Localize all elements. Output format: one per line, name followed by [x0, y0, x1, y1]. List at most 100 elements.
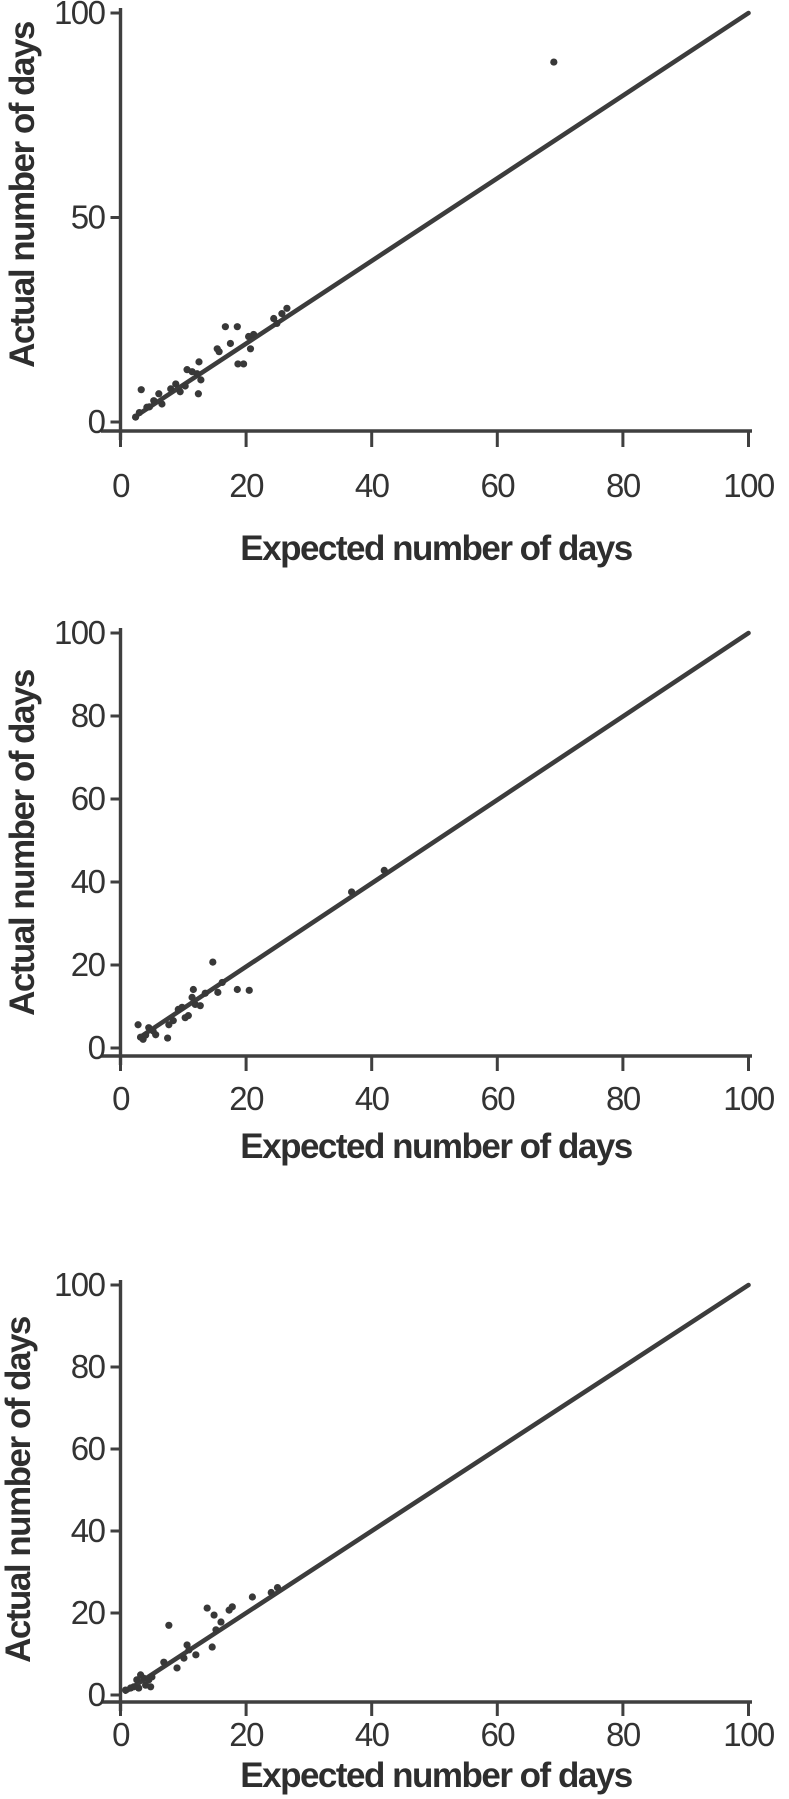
y-tick-label: 0 — [88, 403, 106, 440]
data-point — [193, 370, 201, 378]
x-tick-label: 20 — [229, 1716, 264, 1753]
data-point — [173, 1664, 181, 1672]
x-tick-label: 100 — [723, 467, 775, 504]
x-tick-label: 60 — [480, 1080, 515, 1117]
y-tick-label: 20 — [71, 946, 106, 983]
data-point — [145, 403, 153, 411]
data-point — [133, 1676, 141, 1684]
data-point — [245, 986, 253, 994]
plot-area: 0 20 40 60 80 100 0 20 40 60 80 100 — [54, 1266, 776, 1753]
scatter-chart-middle: 0 20 40 60 80 100 0 20 40 60 80 100 Actual number o… — [0, 575, 789, 1170]
data-point — [169, 1017, 177, 1025]
x-tick-label: 80 — [606, 1080, 641, 1117]
x-tick-label: 60 — [480, 1716, 515, 1753]
x-tick-label: 20 — [229, 1080, 264, 1117]
data-point — [184, 1012, 192, 1020]
scatter-chart-bottom: 0 20 40 60 80 100 0 20 40 60 80 100 Actual number o… — [0, 1170, 789, 1799]
data-point — [152, 1031, 160, 1039]
data-point — [348, 888, 356, 896]
x-tick-label: 40 — [355, 1716, 390, 1753]
data-point — [228, 1603, 236, 1611]
data-point — [155, 390, 163, 398]
x-tick-label: 40 — [355, 1080, 390, 1117]
data-point — [283, 304, 291, 312]
data-point — [148, 1673, 156, 1681]
data-point — [234, 360, 242, 368]
data-point — [134, 1021, 142, 1029]
y-tick-label: 20 — [71, 1594, 106, 1631]
data-point — [380, 866, 388, 874]
data-point — [167, 385, 175, 393]
data-point — [196, 1002, 204, 1010]
y-tick-label: 100 — [54, 614, 106, 651]
data-point — [147, 1683, 155, 1691]
y-tick-label: 40 — [71, 1512, 106, 1549]
data-point — [273, 319, 281, 328]
data-point — [210, 1611, 218, 1619]
y-tick-label: 100 — [54, 0, 106, 31]
data-point — [550, 58, 558, 66]
data-point — [176, 388, 184, 396]
y-axis-title: Actual number of days — [3, 669, 42, 1016]
y-tick-label: 40 — [71, 863, 106, 900]
data-point — [185, 1646, 193, 1654]
data-point — [188, 993, 196, 1001]
y-tick-label: 50 — [71, 199, 106, 236]
identity-line — [134, 10, 751, 418]
data-point — [189, 985, 197, 994]
scatter-chart-bottom-canvas: 0 20 40 60 80 100 0 20 40 60 80 100 Actual number o… — [0, 1266, 776, 1795]
x-axis-title: Expected number of days — [240, 1127, 632, 1166]
data-point — [278, 310, 286, 318]
data-point — [248, 1593, 256, 1601]
data-point — [160, 1658, 168, 1666]
x-tick-label: 60 — [480, 467, 515, 504]
y-tick-label: 60 — [71, 1430, 106, 1467]
data-point — [197, 376, 205, 384]
data-point — [192, 1651, 200, 1659]
scatter-chart-top-canvas: 0 20 40 60 80 100 0 50 100 Actual number of days… — [3, 0, 776, 568]
data-point — [201, 989, 209, 997]
data-point — [267, 1588, 275, 1597]
x-axis-title: Expected number of days — [240, 1756, 632, 1795]
data-point — [273, 1583, 282, 1592]
y-tick-label: 0 — [88, 1676, 106, 1713]
data-point — [214, 988, 222, 996]
x-tick-label: 40 — [355, 467, 390, 504]
x-tick-label: 0 — [112, 467, 130, 504]
data-point — [137, 386, 145, 394]
x-tick-label: 100 — [723, 1716, 775, 1753]
x-tick-label: 100 — [723, 1080, 775, 1117]
data-point — [150, 397, 158, 405]
y-tick-label: 80 — [71, 1348, 106, 1385]
identity-line — [137, 630, 751, 1040]
data-point — [250, 330, 258, 339]
data-point — [215, 348, 223, 356]
x-tick-label: 0 — [112, 1716, 130, 1753]
data-point — [135, 408, 143, 417]
plot-area: 0 20 40 60 80 100 0 50 100 — [54, 0, 776, 504]
data-point — [239, 360, 248, 368]
data-point — [135, 1684, 143, 1692]
scatter-chart-middle-canvas: 0 20 40 60 80 100 0 20 40 60 80 100 Actual number o… — [3, 614, 776, 1166]
y-tick-label: 80 — [71, 697, 106, 734]
data-point — [212, 1626, 220, 1634]
data-point — [180, 1654, 188, 1662]
data-point — [181, 382, 189, 390]
x-tick-label: 0 — [112, 1080, 130, 1117]
scatter-chart-top: 0 20 40 60 80 100 0 50 100 Actual number of days… — [0, 0, 789, 575]
data-point — [209, 958, 217, 966]
data-point — [218, 978, 226, 987]
x-axis-title: Expected number of days — [240, 529, 632, 568]
data-point — [178, 1003, 186, 1011]
data-point — [195, 358, 203, 366]
data-point — [172, 380, 180, 388]
data-point — [165, 1621, 173, 1629]
data-point — [217, 1618, 225, 1626]
data-point — [194, 390, 202, 398]
y-axis-title: Actual number of days — [3, 21, 42, 368]
data-point — [233, 323, 241, 331]
y-tick-label: 0 — [88, 1029, 106, 1066]
plot-area: 0 20 40 60 80 100 0 20 40 60 80 100 — [54, 614, 776, 1117]
data-point — [142, 1031, 150, 1039]
